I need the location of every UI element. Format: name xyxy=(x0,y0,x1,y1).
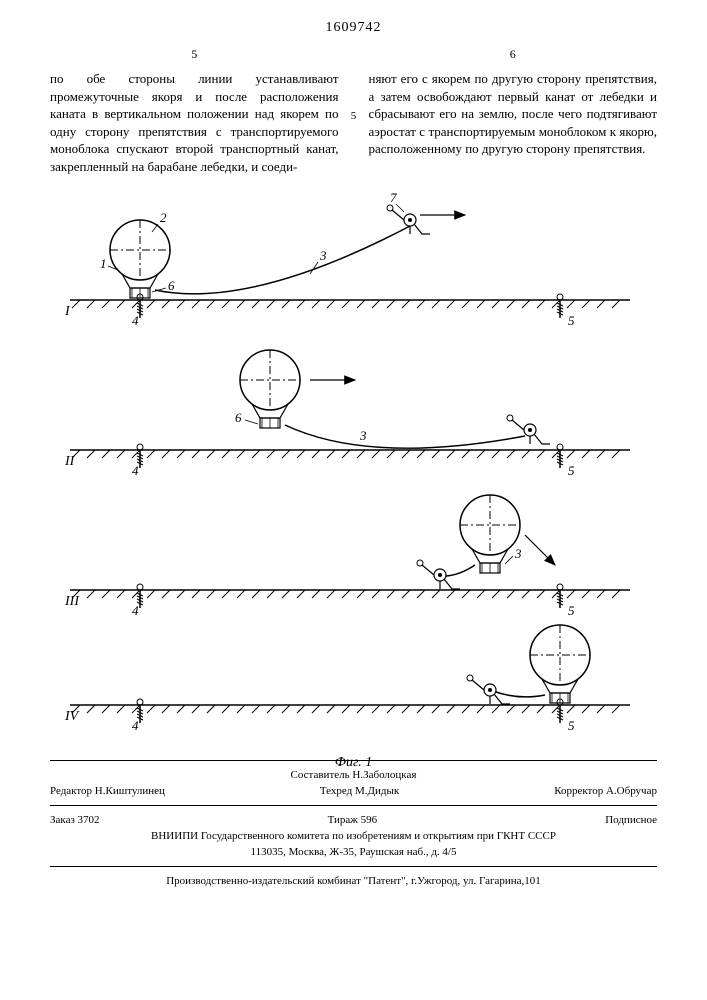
left-text: по обе стороны линии устанавливают проме… xyxy=(50,71,339,174)
label-1: 1 xyxy=(100,256,107,271)
techred: Техред М.Дидык xyxy=(320,785,399,797)
label-3c: 3 xyxy=(514,546,522,561)
label-3b: 3 xyxy=(359,428,367,443)
label-7: 7 xyxy=(390,190,397,205)
label-4b: 4 xyxy=(132,463,139,478)
order: Заказ 3702 xyxy=(50,814,100,826)
stage-2-label: II xyxy=(64,454,76,469)
figure-1: I 1 2 6 3 7 4 5 xyxy=(50,190,657,750)
left-page-num: 5 xyxy=(50,46,339,62)
right-column: 6 няют его с якорем по другую сторону пр… xyxy=(369,46,658,175)
corrector: Корректор А.Обручар xyxy=(554,785,657,797)
label-6: 6 xyxy=(168,278,175,293)
label-5d: 5 xyxy=(568,718,575,733)
right-text: няют его с якорем по другую сторону преп… xyxy=(369,71,658,156)
label-5a: 5 xyxy=(568,313,575,328)
label-6b: 6 xyxy=(235,410,242,425)
label-5c: 5 xyxy=(568,603,575,618)
stage-1-label: I xyxy=(64,304,71,319)
figure-caption: Фиг. 1 xyxy=(50,755,657,771)
stage-3-label: III xyxy=(64,594,80,609)
addr1: 113035, Москва, Ж-35, Раушская наб., д. … xyxy=(50,844,657,860)
label-4d: 4 xyxy=(132,718,139,733)
label-2: 2 xyxy=(160,210,167,225)
label-4a: 4 xyxy=(132,313,139,328)
stage-4-label: IV xyxy=(64,709,80,724)
line-marker-5: 5 xyxy=(351,110,357,122)
left-column: 5 по обе стороны линии устанавливают про… xyxy=(50,46,339,175)
tirazh: Тираж 596 xyxy=(328,814,378,826)
org2: Производственно-издательский комбинат "П… xyxy=(50,873,657,889)
right-page-num: 6 xyxy=(369,46,658,62)
label-4c: 4 xyxy=(132,603,139,618)
org1: ВНИИПИ Государственного комитета по изоб… xyxy=(50,828,657,844)
editor: Редактор Н.Киштулинец xyxy=(50,785,165,797)
subscription: Подписное xyxy=(605,814,657,826)
patent-number: 1609742 xyxy=(50,20,657,36)
label-5b: 5 xyxy=(568,463,575,478)
footer: Составитель Н.Заболоцкая Редактор Н.Кишт… xyxy=(50,760,657,889)
label-3a: 3 xyxy=(319,248,327,263)
